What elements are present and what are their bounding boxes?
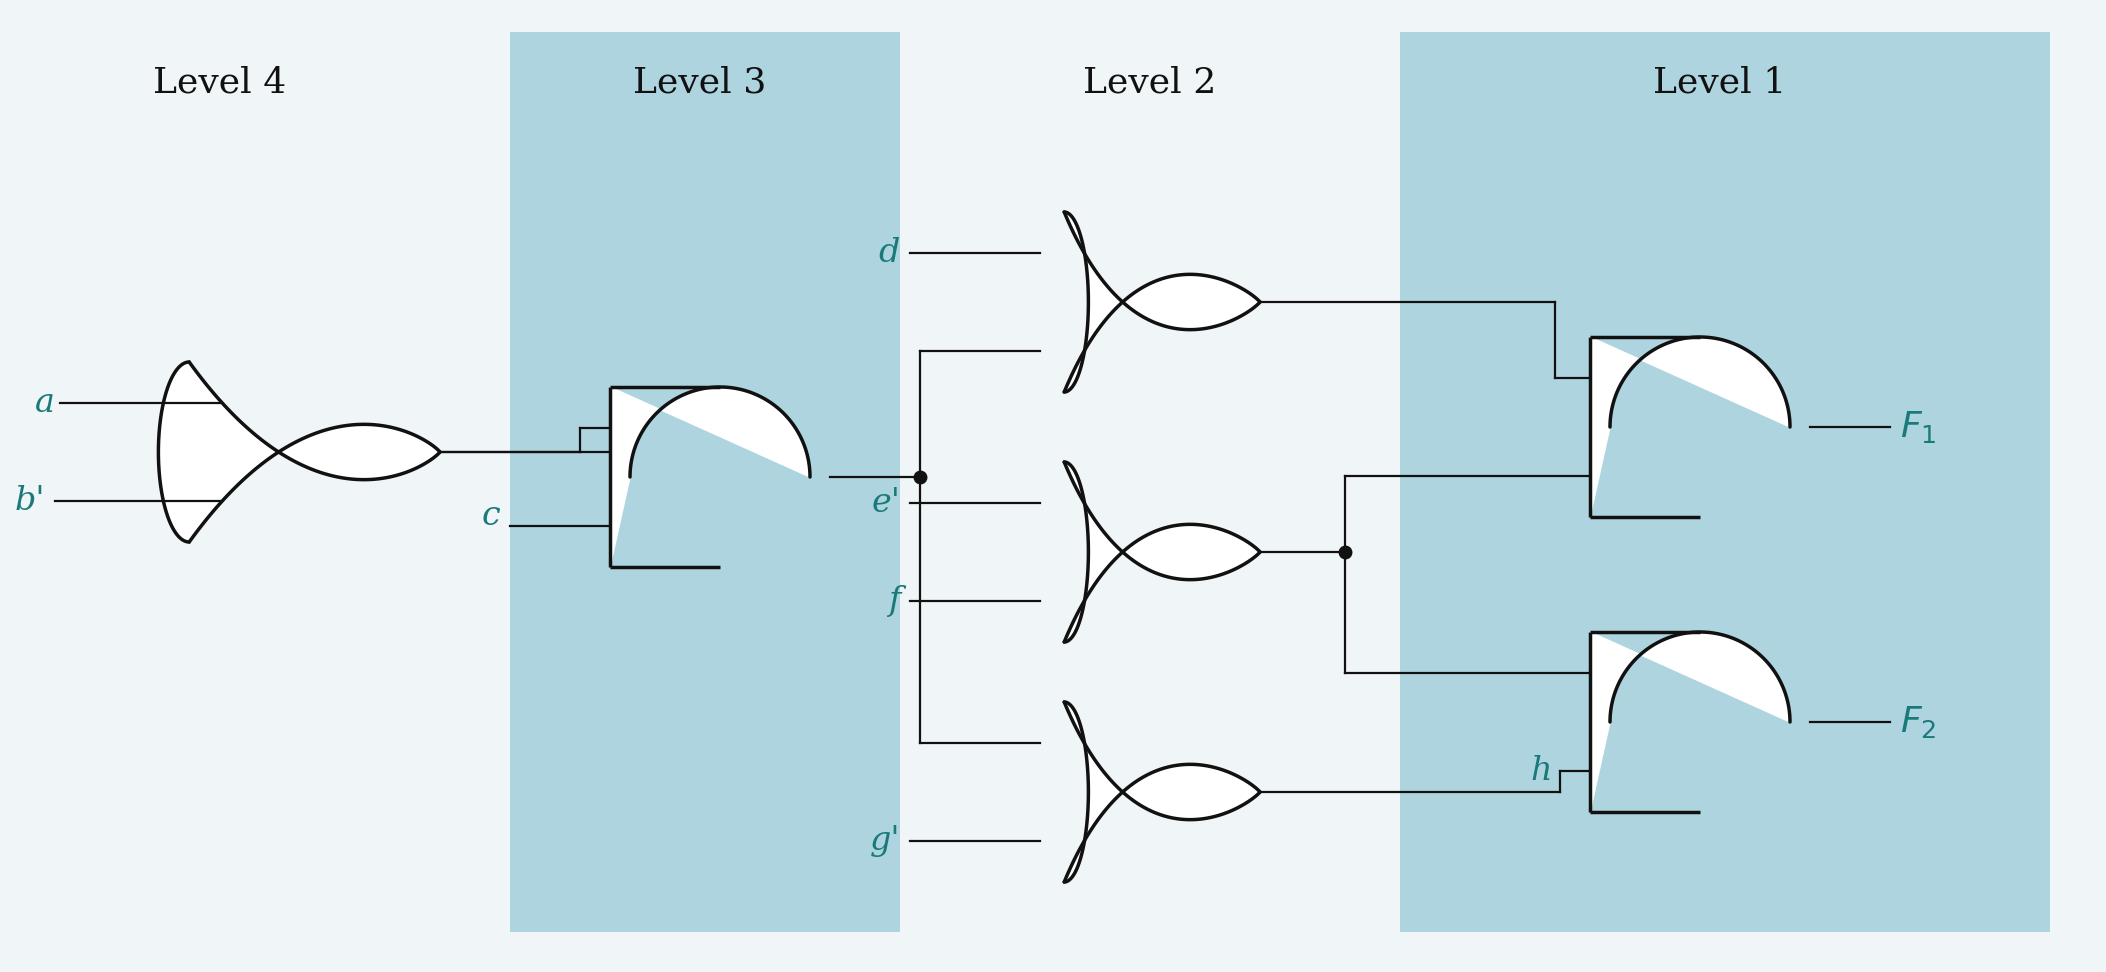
Text: Level 1: Level 1 <box>1653 65 1786 99</box>
Text: Level 2: Level 2 <box>1082 65 1217 99</box>
Polygon shape <box>158 362 440 542</box>
Text: a: a <box>36 388 55 419</box>
Text: $F_1$: $F_1$ <box>1900 409 1938 445</box>
Text: c: c <box>482 500 499 532</box>
Polygon shape <box>1064 702 1259 882</box>
Polygon shape <box>1590 632 1790 812</box>
Polygon shape <box>1064 462 1259 642</box>
Polygon shape <box>611 387 811 567</box>
Polygon shape <box>1064 212 1259 392</box>
Polygon shape <box>1590 337 1790 517</box>
Text: $F_2$: $F_2$ <box>1900 704 1935 740</box>
Text: f: f <box>887 584 899 616</box>
Text: b': b' <box>15 485 44 516</box>
Text: g': g' <box>870 824 899 856</box>
Text: e': e' <box>872 487 899 519</box>
Text: Level 3: Level 3 <box>634 65 767 99</box>
Text: d: d <box>878 237 899 269</box>
Text: Level 4: Level 4 <box>154 65 286 99</box>
Bar <box>510 32 899 932</box>
Text: h: h <box>1531 754 1552 786</box>
Bar <box>1400 32 2049 932</box>
